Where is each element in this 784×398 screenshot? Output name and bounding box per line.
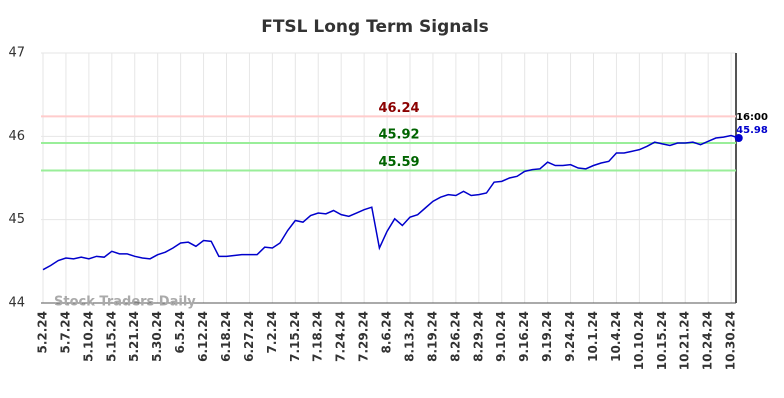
x-tick-label: 7.24.24	[334, 311, 348, 362]
x-tick-label: 8.13.24	[402, 311, 416, 362]
x-tick-label: 6.12.24	[196, 311, 210, 362]
x-tick-label: 8.26.24	[448, 311, 462, 362]
last-value: 45.98	[736, 125, 768, 136]
x-tick-label: 7.2.24	[265, 311, 279, 354]
x-tick-label: 10.10.24	[632, 311, 646, 370]
watermark: Stock Traders Daily	[54, 295, 196, 310]
reference-label: 46.24	[378, 101, 419, 116]
x-tick-label: 5.2.24	[36, 311, 50, 354]
y-tick-label: 44	[8, 296, 25, 311]
x-tick-label: 5.7.24	[58, 311, 72, 354]
x-tick-label: 7.15.24	[288, 311, 302, 362]
x-tick-label: 5.15.24	[104, 311, 118, 362]
x-tick-label: 7.18.24	[311, 311, 325, 362]
series-line	[42, 134, 739, 271]
y-tick-label: 47	[8, 46, 25, 61]
x-tick-label: 8.29.24	[471, 311, 485, 362]
x-tick-label: 9.16.24	[517, 311, 531, 362]
x-tick-label: 6.5.24	[173, 311, 187, 354]
x-tick-label: 6.27.24	[242, 311, 256, 362]
last-time: 16:00	[736, 112, 768, 123]
x-tick-label: 7.29.24	[357, 311, 371, 362]
x-tick-label: 6.18.24	[219, 311, 233, 362]
reference-label: 45.59	[378, 155, 419, 170]
last-point	[734, 134, 743, 142]
x-tick-label: 10.21.24	[678, 311, 692, 370]
y-tick-label: 45	[8, 212, 25, 227]
x-tick-label: 10.24.24	[701, 311, 715, 370]
x-tick-label: 8.19.24	[425, 311, 439, 362]
chart-title: FTSL Long Term Signals	[261, 17, 489, 37]
x-tick-label: 9.19.24	[540, 311, 554, 362]
x-tick-label: 10.4.24	[609, 311, 623, 362]
x-tick-label: 5.30.24	[150, 311, 164, 362]
reference-label: 45.92	[378, 128, 419, 143]
x-tick-label: 9.10.24	[494, 311, 508, 362]
x-tick-label: 10.1.24	[586, 311, 600, 362]
x-tick-label: 5.10.24	[81, 311, 95, 362]
x-tick-label: 9.24.24	[563, 311, 577, 362]
x-tick-label: 5.21.24	[127, 311, 141, 362]
y-tick-label: 46	[8, 129, 25, 144]
x-tick-label: 10.15.24	[655, 311, 669, 370]
x-tick-label: 10.30.24	[724, 311, 738, 370]
x-tick-label: 8.6.24	[380, 311, 394, 354]
